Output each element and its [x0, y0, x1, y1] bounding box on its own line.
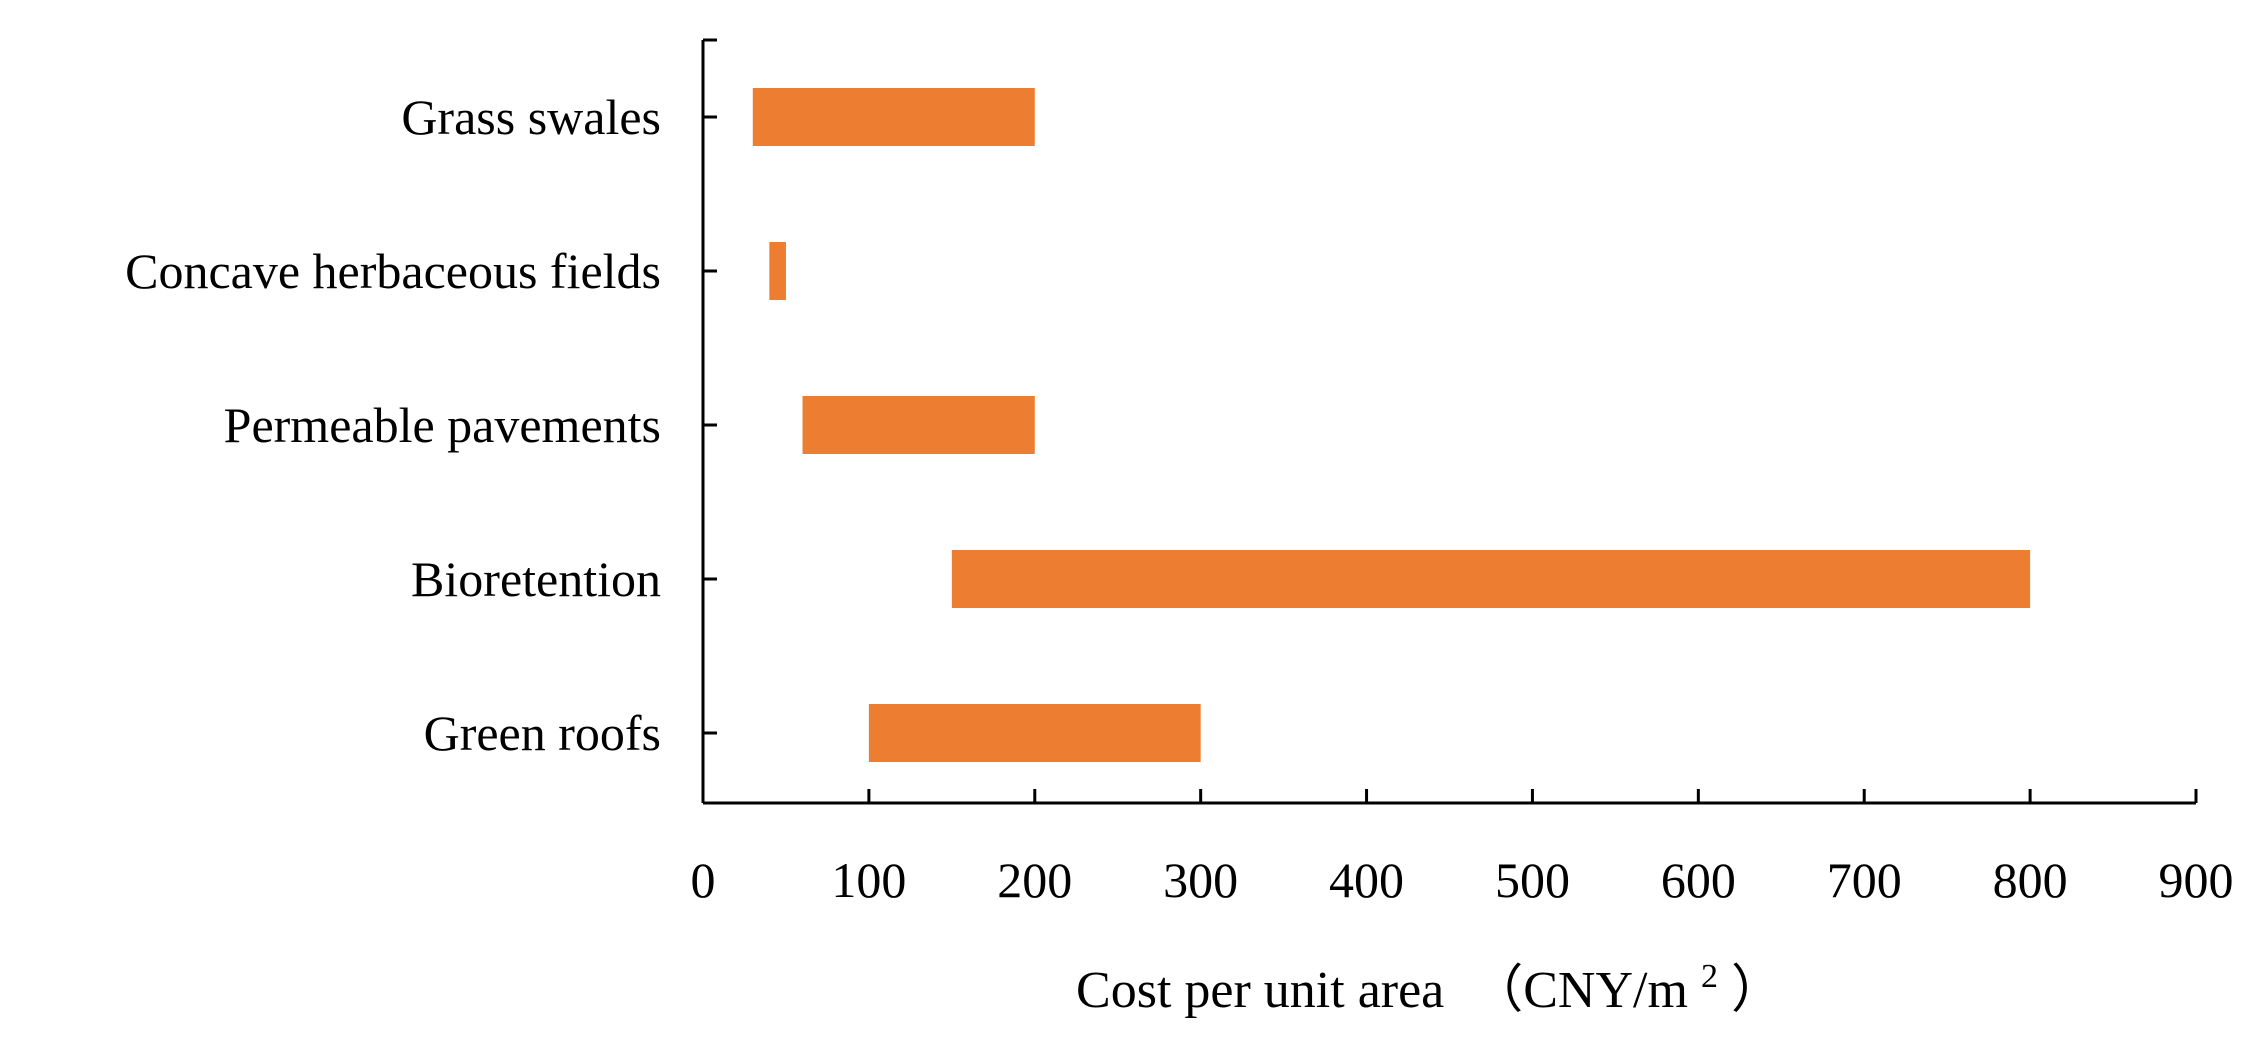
ticks-layer: [701, 38, 2198, 803]
category-label-permeable-pavements: Permeable pavements: [224, 397, 661, 453]
bar-grass-swales: [752, 88, 1035, 146]
x-tick-label-400: 400: [1329, 852, 1404, 908]
x-tick-label-600: 600: [1661, 852, 1736, 908]
category-label-green-roofs: Green roofs: [424, 705, 661, 761]
x-axis-title-unit-open: （CNY/m: [1471, 962, 1688, 1019]
x-tick-label-0: 0: [691, 852, 716, 908]
x-tick-label-900: 900: [2159, 852, 2234, 908]
category-label-concave-herbaceous-fields: Concave herbaceous fields: [125, 243, 661, 299]
category-label-bioretention: Bioretention: [411, 551, 661, 607]
x-axis-title-unit-close: ）: [1731, 962, 1783, 1019]
bar-green-roofs: [868, 704, 1201, 762]
category-labels: Green roofs Bioretention Permeable pavemen…: [125, 89, 661, 761]
bar-bioretention: [951, 550, 2031, 608]
x-tick-label-800: 800: [1993, 852, 2068, 908]
x-tick-label-200: 200: [997, 852, 1072, 908]
x-tick-label-700: 700: [1827, 852, 1902, 908]
x-tick-label-100: 100: [831, 852, 906, 908]
x-tick-label-500: 500: [1495, 852, 1570, 908]
x-tick-labels: 0 100 200 300 400 500 600 700 800 900: [691, 852, 2234, 908]
bars-layer: [752, 88, 2031, 762]
x-tick-label-300: 300: [1163, 852, 1238, 908]
bar-permeable-pavements: [802, 396, 1035, 454]
category-label-grass-swales: Grass swales: [401, 89, 661, 145]
bar-concave-herbaceous-fields: [769, 242, 786, 300]
x-axis-title-unit-sup: 2: [1701, 958, 1718, 995]
x-axis-title-main: Cost per unit area: [1076, 962, 1444, 1019]
x-axis-title: Cost per unit area （CNY/m 2 ）: [1076, 942, 1783, 1019]
